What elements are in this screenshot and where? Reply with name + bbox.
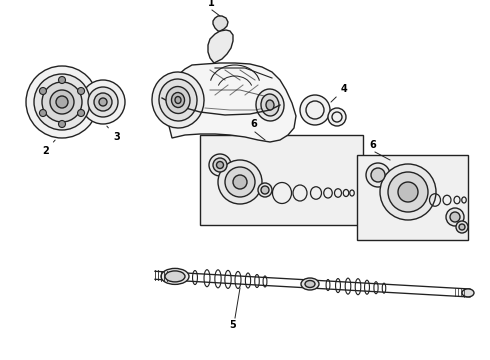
Circle shape: [88, 87, 118, 117]
Circle shape: [50, 90, 74, 114]
Ellipse shape: [165, 271, 185, 282]
Circle shape: [371, 168, 385, 182]
Polygon shape: [213, 16, 228, 31]
Circle shape: [58, 77, 66, 84]
Text: 2: 2: [42, 140, 55, 156]
Circle shape: [26, 66, 98, 138]
Circle shape: [77, 87, 85, 94]
Circle shape: [56, 96, 68, 108]
Text: 5: 5: [230, 320, 236, 330]
Circle shape: [58, 121, 66, 127]
Circle shape: [209, 154, 231, 176]
Circle shape: [233, 175, 247, 189]
Circle shape: [398, 182, 418, 202]
Polygon shape: [357, 155, 468, 240]
Ellipse shape: [462, 289, 474, 297]
Ellipse shape: [261, 94, 279, 116]
Circle shape: [459, 224, 465, 230]
Circle shape: [446, 208, 464, 226]
Circle shape: [81, 80, 125, 124]
Circle shape: [300, 95, 330, 125]
Circle shape: [40, 87, 47, 94]
Circle shape: [388, 172, 428, 212]
Circle shape: [225, 167, 255, 197]
Circle shape: [380, 164, 436, 220]
Ellipse shape: [175, 96, 181, 103]
Circle shape: [99, 98, 107, 106]
Ellipse shape: [159, 79, 197, 121]
Ellipse shape: [256, 89, 284, 121]
Circle shape: [366, 163, 390, 187]
Ellipse shape: [172, 93, 185, 108]
Ellipse shape: [301, 278, 319, 290]
Circle shape: [456, 221, 468, 233]
Ellipse shape: [266, 100, 274, 110]
Polygon shape: [208, 30, 233, 63]
Circle shape: [217, 162, 223, 168]
Ellipse shape: [305, 280, 315, 288]
Circle shape: [218, 160, 262, 204]
Circle shape: [94, 93, 112, 111]
Text: 3: 3: [107, 126, 120, 142]
Ellipse shape: [152, 72, 204, 128]
Polygon shape: [162, 63, 296, 142]
Circle shape: [258, 183, 272, 197]
Circle shape: [261, 186, 269, 194]
Circle shape: [450, 212, 460, 222]
Circle shape: [42, 82, 82, 122]
Text: 1: 1: [208, 0, 215, 8]
Circle shape: [328, 108, 346, 126]
Circle shape: [213, 158, 227, 172]
Circle shape: [34, 74, 90, 130]
Circle shape: [77, 109, 85, 117]
Text: 6: 6: [369, 140, 376, 150]
Ellipse shape: [166, 86, 190, 113]
Text: 4: 4: [331, 84, 348, 102]
Circle shape: [40, 109, 47, 117]
Ellipse shape: [161, 269, 189, 284]
Text: 6: 6: [250, 119, 257, 129]
Polygon shape: [200, 135, 363, 225]
